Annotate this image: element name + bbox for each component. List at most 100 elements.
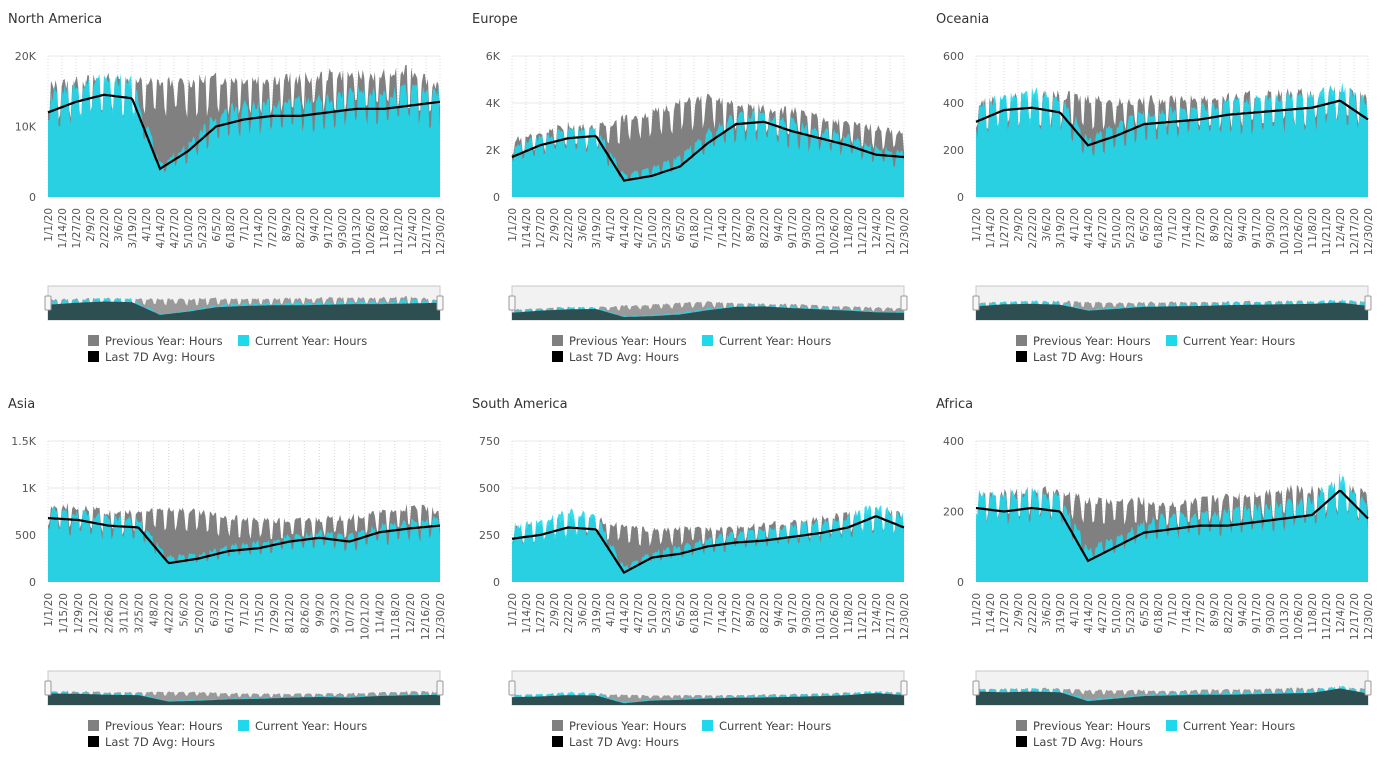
legend-item-previous-year[interactable]: Previous Year: Hours	[1016, 719, 1151, 733]
legend-item-last-7d-avg[interactable]: Last 7D Avg: Hours	[552, 350, 679, 364]
legend-item-current-year[interactable]: Current Year: Hours	[702, 719, 831, 733]
x-tick-label: 2/22/20	[563, 593, 575, 633]
legend-item-last-7d-avg[interactable]: Last 7D Avg: Hours	[88, 350, 215, 364]
series-current-year-area	[48, 72, 440, 197]
x-tick-label: 1/27/20	[71, 208, 83, 248]
x-tick-label: 9/23/20	[329, 593, 341, 633]
x-tick-label: 12/30/20	[899, 593, 911, 640]
x-tick-label: 1/14/20	[985, 208, 997, 248]
navigator-handle-left[interactable]	[972, 680, 980, 696]
x-tick-label: 7/1/20	[1167, 208, 1179, 242]
legend-item-previous-year[interactable]: Previous Year: Hours	[88, 334, 223, 348]
x-tick-label: 12/30/20	[1363, 208, 1375, 255]
navigator-handle-left[interactable]	[972, 295, 980, 311]
x-tick-label: 8/22/20	[759, 593, 771, 633]
x-tick-label: 6/18/20	[225, 208, 237, 248]
chart-title: Africa	[936, 397, 974, 412]
x-tick-label: 12/30/20	[1363, 593, 1375, 640]
y-tick-label: 0	[957, 191, 964, 204]
navigator-handle-left[interactable]	[44, 680, 52, 696]
x-tick-label: 2/9/20	[1013, 208, 1025, 242]
legend-swatch	[1016, 720, 1027, 731]
navigator-handle-right[interactable]	[1364, 680, 1372, 696]
navigator-handle-right[interactable]	[436, 680, 444, 696]
x-tick-label: 8/9/20	[745, 208, 757, 242]
legend-swatch	[88, 736, 99, 747]
x-tick-label: 2/9/20	[549, 208, 561, 242]
x-tick-label: 5/10/20	[183, 208, 195, 248]
x-tick-label: 12/17/20	[1349, 208, 1361, 255]
chart-svg: 0 500 1K 1.5K 1/1/20 1/15/20 1/29/20 2/12/20 2/2…	[11, 435, 447, 706]
x-tick-label: 2/22/20	[563, 208, 575, 248]
navigator-handle-left[interactable]	[44, 295, 52, 311]
legend-item-last-7d-avg[interactable]: Last 7D Avg: Hours	[1016, 350, 1143, 364]
legend-item-previous-year[interactable]: Previous Year: Hours	[552, 334, 687, 348]
x-tick-label: 6/3/20	[209, 593, 221, 627]
x-tick-label: 12/2/20	[405, 593, 417, 633]
legend-label: Current Year: Hours	[719, 719, 832, 733]
navigator-handle-right[interactable]	[900, 295, 908, 311]
x-tick-label: 3/6/20	[1041, 593, 1053, 627]
x-tick-label: 1/14/20	[521, 593, 533, 633]
legend-item-current-year[interactable]: Current Year: Hours	[238, 334, 367, 348]
x-tick-label: 11/8/20	[843, 593, 855, 633]
y-tick-label: 0	[29, 576, 36, 589]
legend-item-last-7d-avg[interactable]: Last 7D Avg: Hours	[552, 735, 679, 749]
x-tick-label: 5/20/20	[194, 593, 206, 633]
x-tick-label: 4/1/20	[1069, 208, 1081, 242]
x-tick-label: 12/4/20	[1335, 208, 1347, 248]
legend-item-current-year[interactable]: Current Year: Hours	[1166, 334, 1295, 348]
legend-item-previous-year[interactable]: Previous Year: Hours	[88, 719, 223, 733]
x-tick-label: 11/21/20	[857, 208, 869, 255]
navigator[interactable]	[508, 285, 908, 321]
navigator[interactable]	[44, 285, 444, 321]
y-tick-label: 0	[29, 191, 36, 204]
y-tick-label: 1.5K	[11, 435, 36, 448]
navigator[interactable]	[972, 670, 1372, 706]
x-tick-label: 5/10/20	[1111, 593, 1123, 633]
x-tick-label: 10/26/20	[365, 208, 377, 255]
x-tick-label: 8/12/20	[284, 593, 296, 633]
legend-item-previous-year[interactable]: Previous Year: Hours	[552, 719, 687, 733]
x-tick-label: 7/29/20	[269, 593, 281, 633]
x-tick-label: 5/10/20	[647, 208, 659, 248]
legend-label: Previous Year: Hours	[105, 334, 223, 348]
chart-title: South America	[472, 397, 568, 412]
x-tick-label: 1/1/20	[507, 208, 519, 242]
x-tick-label: 8/9/20	[1209, 208, 1221, 242]
series-last-7d-avg-line	[975, 489, 1369, 563]
navigator-handle-right[interactable]	[1364, 295, 1372, 311]
x-tick-label: 12/4/20	[407, 208, 419, 248]
x-tick-label: 7/1/20	[1167, 593, 1179, 627]
legend-label: Previous Year: Hours	[1033, 719, 1151, 733]
navigator-handle-right[interactable]	[436, 295, 444, 311]
x-tick-label: 5/10/20	[1111, 208, 1123, 248]
navigator-handle-right[interactable]	[900, 680, 908, 696]
chart-svg: 0 200 400 600 1/1/20 1/14/20 1/27/20 2/9/20 2/22…	[943, 50, 1375, 321]
legend-item-last-7d-avg[interactable]: Last 7D Avg: Hours	[88, 735, 215, 749]
legend-item-current-year[interactable]: Current Year: Hours	[1166, 719, 1295, 733]
legend-swatch	[88, 720, 99, 731]
navigator-handle-left[interactable]	[508, 680, 516, 696]
x-tick-label: 9/4/20	[773, 208, 785, 242]
x-tick-label: 9/30/20	[801, 593, 813, 633]
x-tick-label: 9/30/20	[1265, 208, 1277, 248]
navigator[interactable]	[508, 670, 908, 706]
x-tick-label: 4/14/20	[619, 208, 631, 248]
x-tick-label: 6/18/20	[1153, 208, 1165, 248]
legend-item-previous-year[interactable]: Previous Year: Hours	[1016, 334, 1151, 348]
x-tick-label: 7/14/20	[717, 208, 729, 248]
chart-title: Asia	[8, 397, 36, 412]
legend-label: Last 7D Avg: Hours	[105, 735, 215, 749]
x-tick-label: 1/15/20	[58, 593, 70, 633]
legend-item-current-year[interactable]: Current Year: Hours	[702, 334, 831, 348]
navigator[interactable]	[44, 670, 444, 706]
x-tick-label: 3/19/20	[127, 208, 139, 248]
x-tick-label: 7/27/20	[267, 208, 279, 248]
x-tick-label: 12/4/20	[1335, 593, 1347, 633]
legend-item-current-year[interactable]: Current Year: Hours	[238, 719, 367, 733]
legend-item-last-7d-avg[interactable]: Last 7D Avg: Hours	[1016, 735, 1143, 749]
x-tick-label: 1/27/20	[999, 593, 1011, 633]
navigator-handle-left[interactable]	[508, 295, 516, 311]
navigator[interactable]	[972, 285, 1372, 321]
